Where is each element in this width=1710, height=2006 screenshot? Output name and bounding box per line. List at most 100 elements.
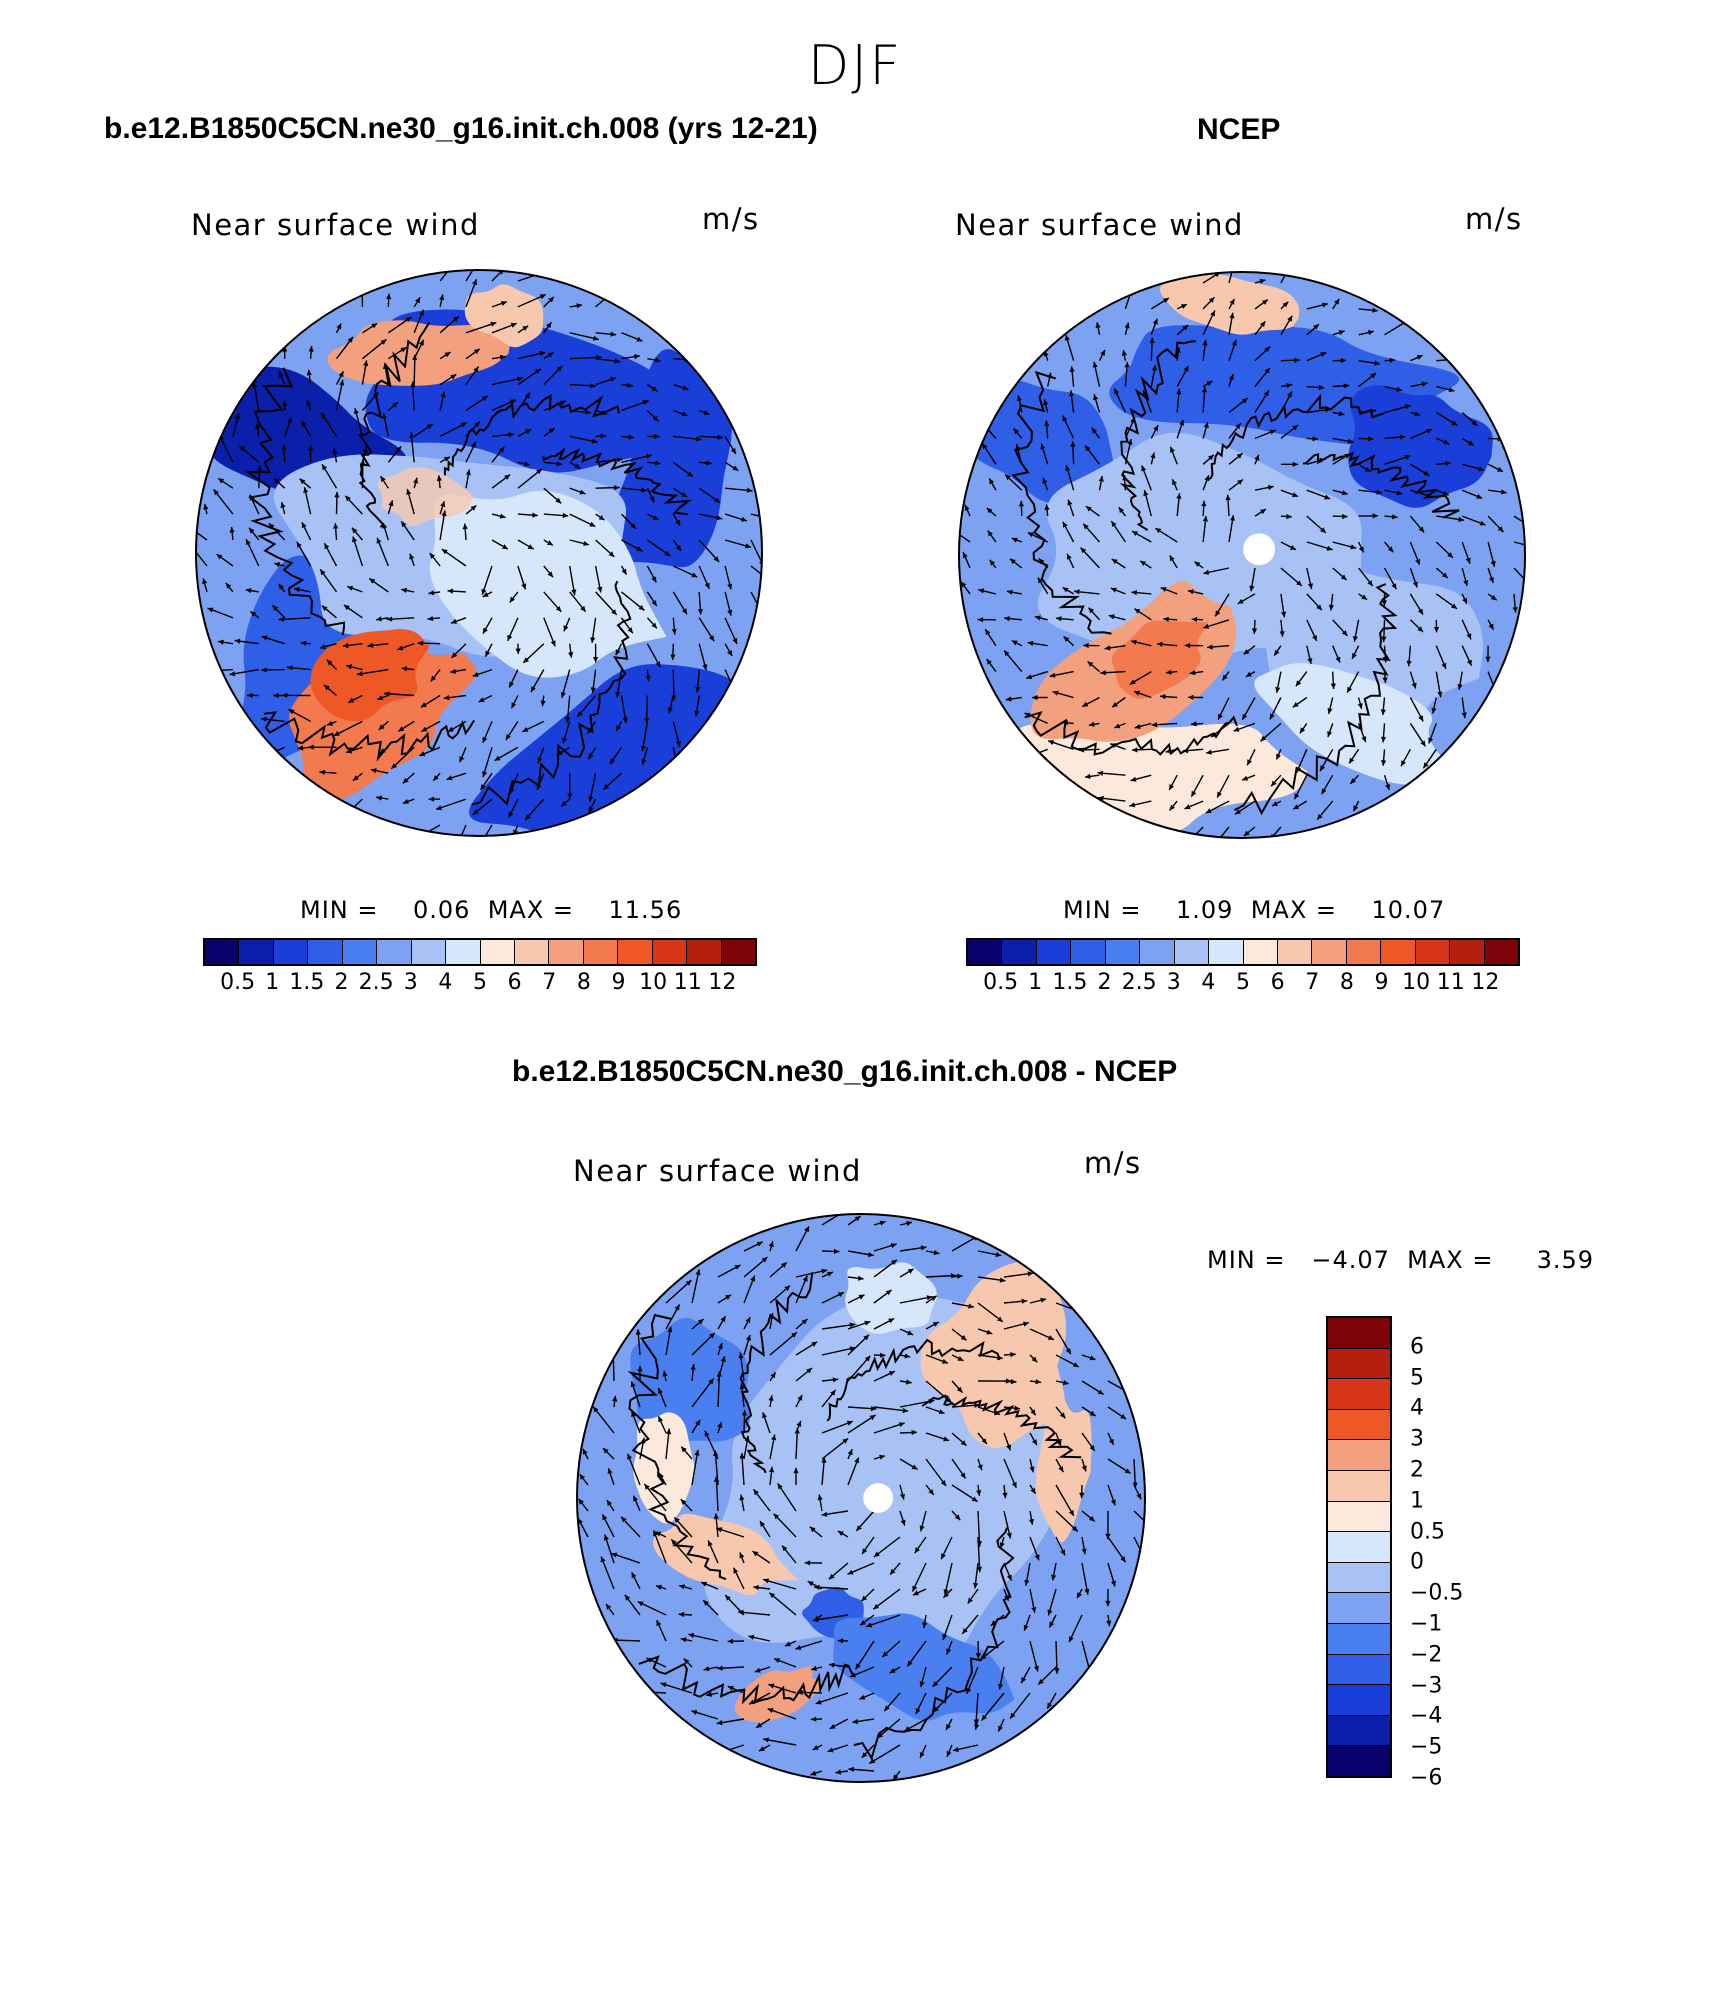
model-colorbar-tick-label: 8	[576, 970, 591, 995]
map-boundary	[958, 271, 1526, 839]
diff-colorbar-swatch	[1328, 1409, 1390, 1441]
map-fill	[959, 272, 1525, 838]
model-colorbar-swatch	[239, 940, 274, 964]
obs-colorbar-tick-label: 2.5	[1121, 970, 1157, 995]
panel-diff-polar-map	[576, 1213, 1146, 1783]
map-fill	[196, 270, 762, 836]
panel-diff-minmax: MIN = −4.07 MAX = 3.59	[1207, 1246, 1595, 1274]
diff-colorbar-swatch	[1328, 1715, 1390, 1747]
diff-colorbar-swatch	[1328, 1593, 1390, 1624]
diff-colorbar-swatch	[1328, 1318, 1390, 1349]
obs-colorbar-swatch	[1174, 940, 1210, 964]
model-colorbar-tick-label: 1.5	[289, 970, 325, 995]
diff-colorbar-swatch	[1328, 1685, 1390, 1716]
panel-obs-colorbar: 0.5 1 1.5 2 2.5 3 4 5 6 7 8 9 10 11 12	[966, 938, 1520, 996]
model-colorbar-swatch	[205, 940, 240, 964]
obs-colorbar-swatch	[1071, 940, 1106, 964]
obs-colorbar-swatch	[1450, 940, 1485, 964]
obs-colorbar-tick-label: 9	[1374, 970, 1389, 995]
diff-colorbar-tick-label: 6	[1410, 1334, 1424, 1360]
diff-colorbar-tick-label: 1	[1410, 1488, 1424, 1514]
model-colorbar-tick-label: 7	[542, 970, 557, 995]
diff-colorbar-tick-label: −0.5	[1410, 1580, 1464, 1606]
model-colorbar-swatch	[342, 940, 378, 964]
model-colorbar-swatch	[377, 940, 412, 964]
obs-colorbar-tick-label: 4	[1201, 970, 1216, 995]
panel-obs-title: NCEP	[1197, 113, 1281, 146]
model-colorbar-swatch	[308, 940, 343, 964]
obs-colorbar-tick-label: 11	[1436, 970, 1465, 995]
model-colorbar-tick-label: 5	[473, 970, 487, 995]
wind-vectors	[577, 1214, 1145, 1781]
model-colorbar-swatch	[480, 940, 515, 964]
obs-colorbar-swatch	[1312, 940, 1347, 964]
model-colorbar-tick-label: 11	[673, 970, 702, 995]
panel-obs-variable: Near surface wind	[955, 208, 1244, 242]
obs-colorbar-tick-label: 2	[1097, 970, 1112, 995]
pole-hole	[863, 1483, 894, 1513]
diff-colorbar-swatch	[1328, 1746, 1390, 1776]
coastline	[1011, 340, 1460, 816]
model-colorbar-tick-label: 2	[334, 970, 349, 995]
panel-model-units: m/s	[702, 202, 760, 236]
diff-colorbar-swatch	[1328, 1440, 1390, 1471]
obs-colorbar-tick-label: 3	[1166, 970, 1181, 995]
model-colorbar-tick-label: 4	[438, 970, 453, 995]
model-colorbar-swatch	[583, 940, 619, 964]
model-colorbar-swatch	[411, 940, 447, 964]
diff-colorbar-swatch	[1328, 1379, 1390, 1410]
map-boundary	[576, 1213, 1146, 1783]
diff-colorbar-swatch	[1328, 1470, 1390, 1502]
model-colorbar-swatch	[514, 940, 550, 964]
map-boundary	[195, 269, 763, 837]
wind-vectors	[959, 272, 1525, 838]
diff-colorbar-tick-label: 5	[1410, 1365, 1424, 1391]
panel-obs-units: m/s	[1465, 202, 1523, 236]
model-colorbar-tick-label: 9	[611, 970, 626, 995]
diff-colorbar-swatch	[1328, 1348, 1390, 1380]
diff-colorbar-tick-label: 4	[1410, 1395, 1424, 1421]
diff-colorbar-tick-label: −4	[1410, 1703, 1443, 1729]
obs-colorbar-tick-label: 5	[1236, 970, 1250, 995]
obs-colorbar-swatch	[1415, 940, 1451, 964]
model-colorbar-swatch	[721, 940, 755, 964]
panel-obs-minmax: MIN = 1.09 MAX = 10.07	[1063, 896, 1446, 924]
model-colorbar-swatch	[273, 940, 309, 964]
diff-colorbar-tick-label: −1	[1410, 1611, 1443, 1637]
diff-colorbar-tick-label: −3	[1410, 1673, 1443, 1699]
model-colorbar-swatch	[549, 940, 584, 964]
diff-colorbar-tick-label: 2	[1410, 1457, 1424, 1483]
obs-colorbar-tick-label: 7	[1305, 970, 1320, 995]
panel-diff-title: b.e12.B1850C5CN.ne30_g16.init.ch.008 - N…	[512, 1055, 1178, 1088]
model-colorbar-swatch	[618, 940, 653, 964]
diff-colorbar-tick-label: 0.5	[1410, 1519, 1445, 1545]
obs-colorbar-swatch	[1209, 940, 1244, 964]
diff-colorbar-swatch	[1328, 1501, 1390, 1533]
obs-colorbar-swatch	[1346, 940, 1382, 964]
panel-model-colorbar: 0.5 1 1.5 2 2.5 3 4 5 6 7 8 9 10 11 12	[203, 938, 757, 996]
panel-model-minmax: MIN = 0.06 MAX = 11.56	[300, 896, 683, 924]
obs-colorbar-swatch	[1277, 940, 1313, 964]
diff-colorbar-tick-label: −6	[1410, 1765, 1443, 1791]
model-colorbar-swatch	[652, 940, 688, 964]
diff-colorbar-tick-label: −5	[1410, 1734, 1443, 1760]
diff-colorbar-swatch	[1328, 1623, 1390, 1655]
coastline	[245, 321, 693, 806]
obs-colorbar-tick-label: 8	[1339, 970, 1354, 995]
obs-colorbar-swatch	[1381, 940, 1416, 964]
diff-colorbar-tick-label: 3	[1410, 1426, 1424, 1452]
obs-colorbar-swatch	[1002, 940, 1037, 964]
model-colorbar-tick-label: 12	[708, 970, 737, 995]
diff-colorbar-swatch	[1328, 1562, 1390, 1594]
obs-colorbar-tick-label: 12	[1471, 970, 1500, 995]
obs-colorbar-swatch	[1036, 940, 1072, 964]
model-colorbar-tick-label: 6	[507, 970, 522, 995]
obs-colorbar-swatch	[1243, 940, 1278, 964]
panel-diff-colorbar	[1326, 1316, 1392, 1778]
model-colorbar-tick-label: 3	[403, 970, 418, 995]
map-fill	[577, 1214, 1145, 1782]
model-colorbar-tick-label: 1	[265, 970, 280, 995]
model-colorbar-tick-label: 10	[639, 970, 668, 995]
obs-colorbar-swatch	[968, 940, 1003, 964]
obs-colorbar-tick-label: 1	[1028, 970, 1043, 995]
